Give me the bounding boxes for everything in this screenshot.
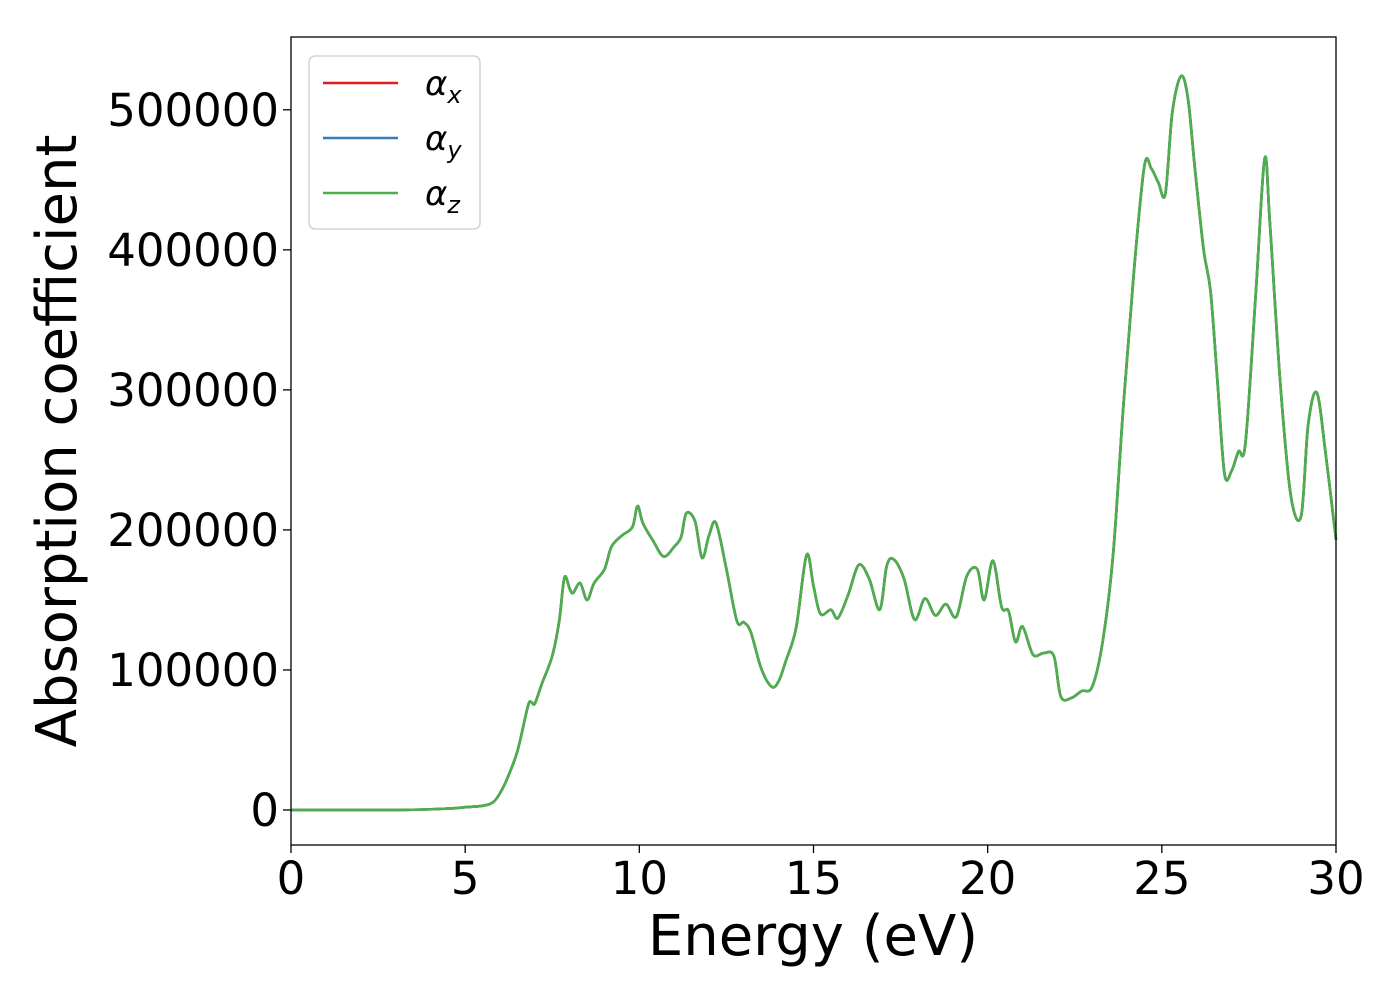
y-tick-label: 100000 xyxy=(107,644,279,697)
x-tick-label: 20 xyxy=(959,852,1016,905)
y-axis: 0 100000 200000 300000 400000 500000 xyxy=(107,84,291,837)
y-tick-label: 400000 xyxy=(107,224,279,277)
y-tick-label: 300000 xyxy=(107,364,279,417)
x-axis: 0 5 10 15 20 25 30 xyxy=(277,845,1365,905)
x-tick-label: 5 xyxy=(451,852,480,905)
x-axis-title: Energy (eV) xyxy=(648,904,978,969)
x-tick-label: 10 xyxy=(611,852,668,905)
y-tick-label: 500000 xyxy=(107,84,279,137)
legend-label-x: αx xyxy=(425,64,462,109)
series-layer xyxy=(290,74,1338,812)
legend-frame xyxy=(308,55,481,230)
x-tick-label: 15 xyxy=(785,852,842,905)
series-line-alpha-z xyxy=(290,74,1338,812)
legend-label-z: αz xyxy=(425,174,461,219)
x-tick-label: 30 xyxy=(1307,852,1364,905)
x-tick-label: 25 xyxy=(1133,852,1190,905)
x-tick-label: 0 xyxy=(277,852,306,905)
legend: αx αy αz xyxy=(308,55,481,230)
legend-label-y: αy xyxy=(425,119,462,164)
y-tick-label: 200000 xyxy=(107,504,279,557)
y-axis-title: Absorption coefficient xyxy=(25,135,90,748)
y-tick-label: 0 xyxy=(250,784,279,837)
